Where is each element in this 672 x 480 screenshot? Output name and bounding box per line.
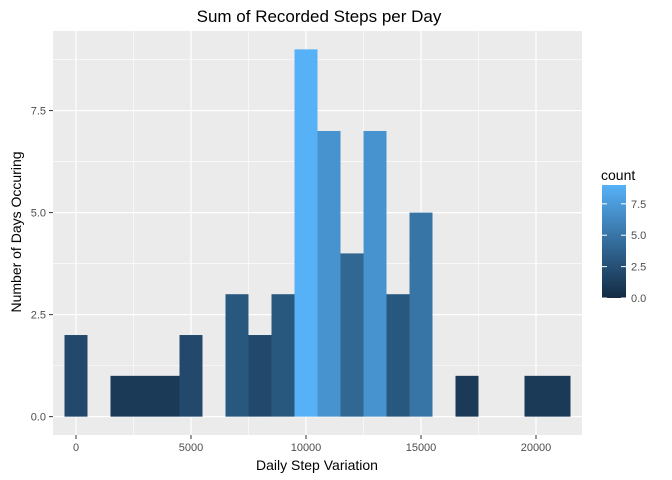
y-tick-label: 2.5 — [31, 310, 46, 322]
y-tick-label: 5.0 — [31, 208, 46, 220]
x-tick-label: 5000 — [179, 442, 203, 454]
histogram-bar — [110, 375, 134, 417]
y-axis-label: Number of Days Occuring — [8, 151, 24, 312]
x-axis: 0 5000 10000 15000 20000 — [73, 435, 551, 454]
histogram-bar — [409, 212, 433, 417]
y-axis: 0.0 2.5 5.0 7.5 — [31, 106, 53, 424]
legend-tick-label: 2.5 — [631, 262, 646, 274]
histogram-bar — [547, 375, 571, 417]
histogram-bar — [340, 253, 364, 417]
x-tick-label: 15000 — [406, 442, 437, 454]
histogram-bar — [156, 375, 180, 417]
histogram-bar — [271, 294, 295, 417]
legend-colorbar — [602, 185, 626, 298]
histogram-bar — [455, 375, 479, 417]
histogram-bar — [294, 49, 318, 417]
x-axis-label: Daily Step Variation — [256, 457, 378, 473]
histogram-bar — [133, 375, 157, 417]
histogram-bar — [64, 335, 88, 417]
legend-ticks: 0.0 2.5 5.0 7.5 — [602, 199, 646, 305]
x-tick-label: 20000 — [521, 442, 552, 454]
legend: count 0.0 2.5 5.0 7.5 — [601, 167, 646, 305]
histogram-bar — [225, 294, 249, 417]
x-tick-label: 0 — [73, 442, 79, 454]
histogram-bar — [317, 130, 341, 417]
x-tick-label: 10000 — [291, 442, 322, 454]
legend-title: count — [601, 167, 635, 183]
legend-tick-label: 0.0 — [631, 293, 646, 305]
histogram-bar — [524, 375, 548, 417]
chart-title: Sum of Recorded Steps per Day — [197, 7, 442, 26]
y-tick-label: 0.0 — [31, 412, 46, 424]
histogram-bar — [363, 130, 387, 417]
legend-tick-label: 7.5 — [631, 199, 646, 211]
histogram-bar — [179, 335, 203, 417]
bars — [64, 49, 571, 417]
histogram-bar — [386, 294, 410, 417]
histogram-bar — [248, 335, 272, 417]
legend-tick-label: 5.0 — [631, 230, 646, 242]
y-tick-label: 7.5 — [31, 106, 46, 118]
